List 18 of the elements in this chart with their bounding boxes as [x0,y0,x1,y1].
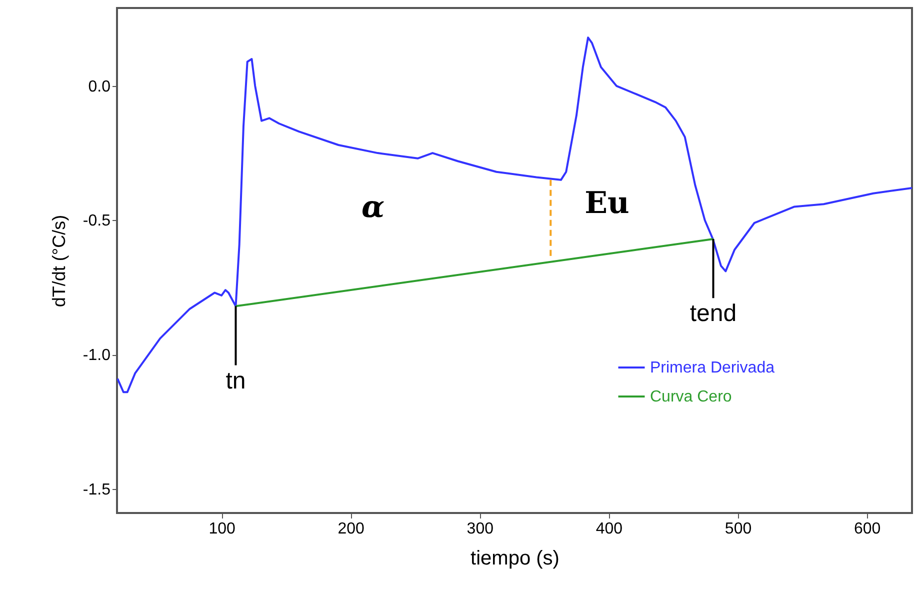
annotation: Eu [584,186,630,221]
x-tick-label: 300 [466,520,494,538]
legend-label: Primera Derivada [650,360,775,376]
annotation: tn [226,367,246,394]
y-tick-label: -1.5 [82,481,111,498]
x-axis-title: tiempo (s) [470,548,560,570]
x-tick-label: 500 [724,520,752,538]
annotation: tend [690,300,737,328]
x-tick-label: 400 [596,520,623,538]
y-tick-label: 0.0 [88,78,111,96]
legend-label: Curva Cero [650,388,732,406]
y-tick-label: -0.5 [82,212,111,230]
y-axis-title: dT/dt (°C/s) [48,214,69,308]
y-tick-label: -1.0 [82,347,111,364]
annotation: α [361,190,385,225]
x-tick-label: 100 [208,520,236,538]
x-tick-label: 600 [854,520,881,538]
x-tick-label: 200 [338,520,365,538]
